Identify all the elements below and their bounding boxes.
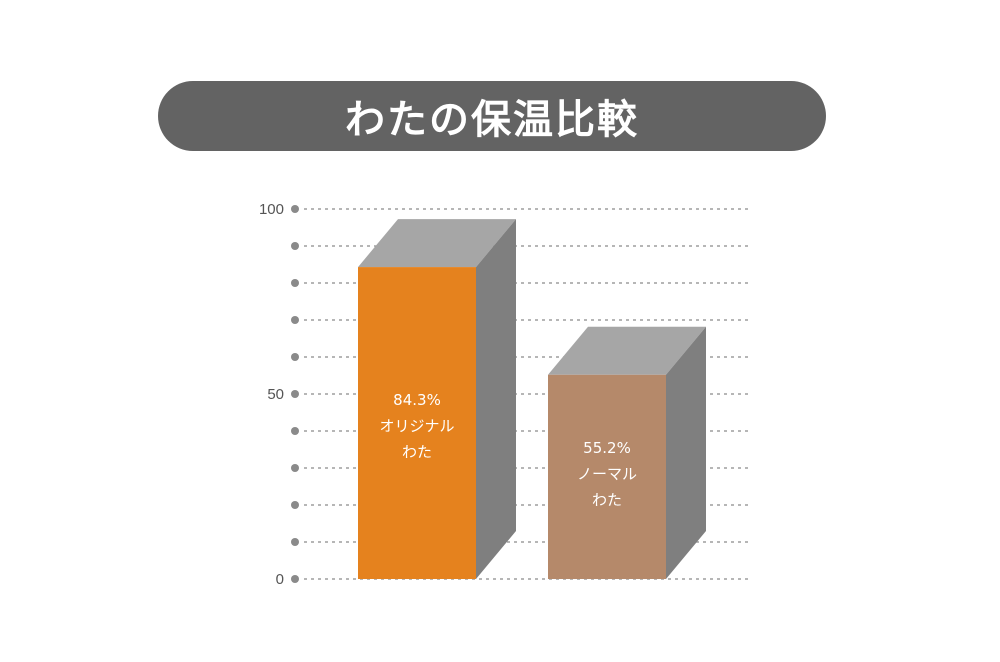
bar-category-label: わた	[592, 491, 622, 509]
grid-dot	[291, 427, 299, 435]
bar-category-label: ノーマル	[577, 465, 637, 483]
y-tick-label: 100	[259, 201, 284, 218]
grid-dot	[291, 242, 299, 250]
bar-category-label: わた	[402, 443, 432, 461]
bar-top	[548, 326, 706, 375]
grid-dot	[291, 464, 299, 472]
grid-dot	[291, 205, 299, 213]
y-tick-label: 0	[276, 571, 284, 588]
grid-dot	[291, 353, 299, 361]
grid-dot	[291, 575, 299, 583]
grid-dot	[291, 538, 299, 546]
bar-side	[666, 326, 706, 579]
grid-dot	[291, 316, 299, 324]
grid-dot	[291, 390, 299, 398]
title-banner: わたの保温比較	[158, 81, 826, 151]
y-tick-label: 50	[267, 386, 284, 403]
bar	[358, 267, 476, 579]
grid-dot	[291, 279, 299, 287]
bar-category-label: オリジナル	[379, 417, 454, 435]
bar	[548, 374, 666, 579]
bar-side	[476, 219, 516, 579]
bar-value-label: 84.3%	[393, 391, 441, 409]
bar-top	[358, 219, 516, 268]
bar-value-label: 55.2%	[583, 439, 631, 457]
grid-dot	[291, 501, 299, 509]
chart-title: わたの保温比較	[345, 97, 639, 143]
